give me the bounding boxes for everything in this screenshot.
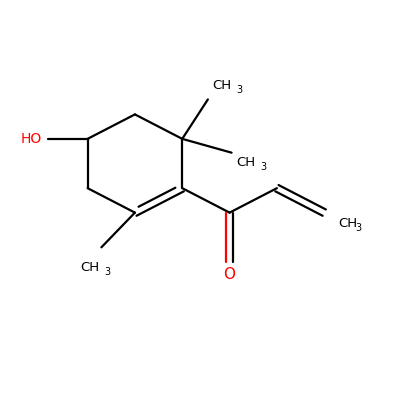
Text: CH: CH — [338, 217, 357, 230]
Text: 3: 3 — [236, 85, 242, 95]
Text: 3: 3 — [104, 267, 110, 277]
Text: CH: CH — [80, 260, 99, 274]
Text: 3: 3 — [356, 223, 362, 233]
Text: HO: HO — [21, 132, 42, 146]
Text: O: O — [224, 267, 236, 282]
Text: 3: 3 — [260, 162, 266, 172]
Text: CH: CH — [236, 156, 255, 169]
Text: CH: CH — [212, 79, 231, 92]
